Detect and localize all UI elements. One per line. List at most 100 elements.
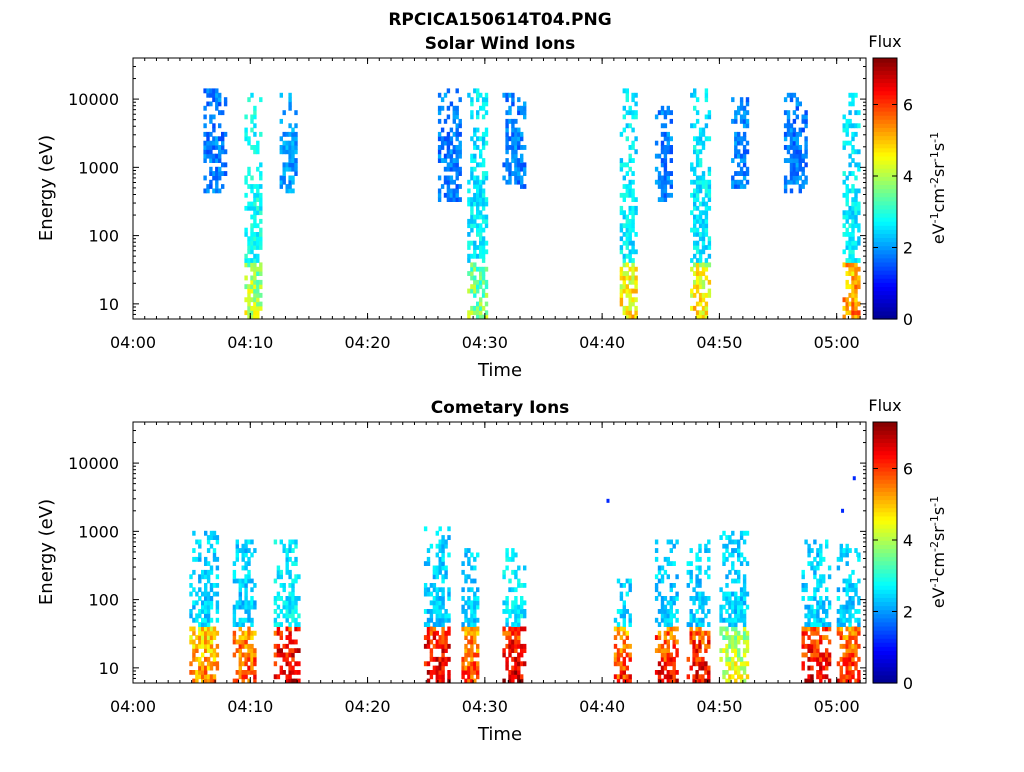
spectrogram-cell [816, 565, 820, 571]
spectrogram-cell [279, 184, 283, 189]
spectrogram-cell [813, 539, 817, 545]
spectrogram-cell [816, 587, 820, 593]
spectrogram-cell [693, 145, 697, 150]
spectrogram-cell [470, 578, 474, 584]
spectrogram-cell [520, 583, 524, 588]
spectrogram-cell [807, 613, 811, 619]
spectrogram-cell [481, 249, 486, 255]
spectrogram-cell [619, 292, 624, 298]
spectrogram-cell [786, 179, 791, 185]
spectrogram-cell [288, 97, 292, 103]
spectrogram-cell [247, 600, 251, 606]
spectrogram-cell [204, 639, 208, 645]
spectrogram-cell [276, 565, 281, 571]
spectrogram-cell [508, 643, 512, 649]
y-tick-label: 10 [99, 659, 119, 678]
spectrogram-cell [657, 661, 662, 667]
spectrogram-cell [827, 604, 832, 610]
spectrogram-cell [666, 140, 670, 146]
spectrogram-cell [461, 596, 465, 601]
spectrogram-cell [517, 158, 521, 163]
spectrogram-cell [232, 574, 237, 580]
spectrogram-cell [470, 656, 474, 662]
spectrogram-cell [514, 574, 518, 580]
spectrogram-cell [244, 652, 248, 658]
spectrogram-cell [854, 205, 858, 211]
spectrogram-cell [851, 123, 855, 129]
spectrogram-cell [432, 587, 437, 593]
spectrogram-cell [845, 652, 849, 658]
spectrogram-cell [742, 600, 747, 606]
spectrogram-cell [517, 617, 521, 623]
spectrogram-cell [845, 591, 849, 597]
spectrogram-cell [429, 543, 434, 549]
spectrogram-cell [423, 583, 428, 588]
spectrogram-cell [745, 630, 750, 636]
spectrogram-cell [209, 535, 214, 540]
spectrogram-cell [695, 279, 700, 285]
spectrogram-cell [631, 188, 635, 194]
spectrogram-cell [701, 218, 706, 224]
spectrogram-cell [698, 665, 702, 671]
spectrogram-cell [285, 140, 289, 146]
spectrogram-cell [479, 201, 483, 207]
spectrogram-cell [842, 305, 846, 311]
spectrogram-cell [669, 622, 673, 627]
spectrogram-cell [722, 556, 726, 562]
spectrogram-cell [742, 145, 747, 150]
spectrogram-cell [273, 578, 278, 584]
spectrogram-cell [622, 284, 626, 290]
spectrogram-cell [842, 548, 846, 553]
spectrogram-cell [479, 136, 483, 142]
spectrogram-cell [209, 88, 213, 94]
spectrogram-cell [622, 643, 626, 649]
spectrogram-cell [294, 578, 298, 584]
spectrogram-cell [435, 630, 439, 636]
spectrogram-cell [212, 530, 217, 536]
spectrogram-cell [739, 97, 744, 103]
spectrogram-cell [241, 643, 245, 649]
spectrogram-cell [742, 578, 747, 584]
spectrogram-cell [291, 175, 295, 181]
spectrogram-cell [282, 149, 286, 155]
spectrogram-cell [511, 600, 515, 606]
spectrogram-cell [215, 643, 220, 649]
spectrogram-cell [455, 171, 459, 176]
spectrogram-cell [473, 578, 477, 584]
spectrogram-cell [223, 97, 228, 103]
spectrogram-cell [470, 284, 474, 290]
spectrogram-cell [628, 105, 632, 111]
spectrogram-cell [848, 596, 852, 601]
spectrogram-cell [505, 123, 509, 129]
spectrogram-cell [845, 678, 849, 684]
spectrogram-cell [628, 210, 632, 216]
spectrogram-cell [206, 131, 210, 137]
spectrogram-cell [435, 665, 439, 671]
spectrogram-cell [857, 643, 861, 649]
spectrogram-cell [476, 552, 480, 558]
spectrogram-cell [215, 184, 219, 189]
spectrogram-cell [250, 145, 254, 150]
spectrogram-cell [441, 604, 445, 610]
spectrogram-cell [517, 162, 521, 168]
spectrogram-cell [737, 674, 741, 680]
spectrogram-cell [476, 630, 480, 636]
spectrogram-cell [429, 674, 434, 680]
spectrogram-cell [279, 92, 283, 98]
spectrogram-cell [435, 596, 439, 601]
spectrogram-cell [842, 587, 846, 593]
spectrogram-cell [438, 526, 442, 532]
spectrogram-cell [241, 604, 245, 610]
spectrogram-cell [807, 552, 811, 558]
spectrogram-cell [192, 548, 196, 553]
spectrogram-cell [517, 674, 521, 680]
x-tick-label: 04:40 [579, 697, 625, 716]
spectrogram-cell [695, 258, 700, 263]
spectrogram-cell [291, 591, 295, 597]
spectrogram-cell [742, 114, 747, 120]
spectrogram-cell [695, 643, 699, 649]
spectrogram-cell [444, 569, 448, 575]
spectrogram-cell [807, 656, 811, 662]
spectrogram-cell [517, 678, 521, 684]
spectrogram-cell [851, 210, 855, 216]
